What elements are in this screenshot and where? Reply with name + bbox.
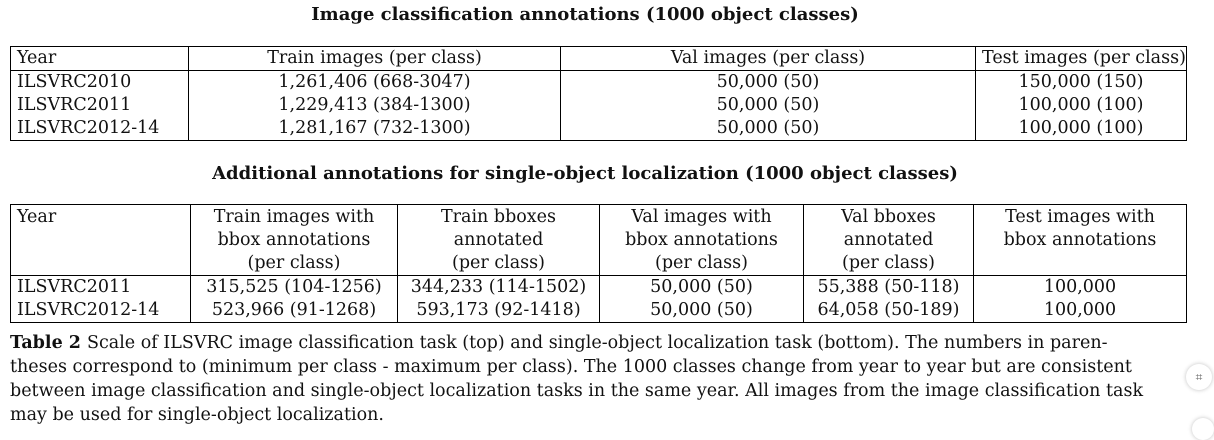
floating-action-button[interactable]	[1192, 418, 1214, 440]
header-line: bbox annotations	[625, 230, 778, 250]
header-line: Year	[17, 207, 57, 227]
header-cell: Test images (per class)	[975, 46, 1187, 71]
table-caption: Table 2 Scale of ILSVRC image classificat…	[10, 331, 1170, 427]
header-line: (per class)	[655, 253, 748, 273]
table-cell: 50,000 (50)	[560, 117, 976, 141]
header-line: Val bboxes	[841, 207, 936, 227]
table-cell: ILSVRC2012-14	[10, 299, 191, 323]
table-cell: 100,000	[973, 275, 1187, 299]
table-header-row: Year Train images with bbox annotations …	[10, 204, 1187, 276]
table-cell: 315,525 (104-1256)	[190, 275, 398, 299]
table-cell: 55,388 (50-118)	[803, 275, 974, 299]
table-cell: ILSVRC2011	[10, 275, 191, 299]
table-row: ILSVRC2012-14 523,966 (91-1268) 593,173 …	[10, 299, 1187, 323]
table-cell: 50,000 (50)	[560, 70, 976, 94]
header-cell: Test images with bbox annotations	[973, 204, 1187, 276]
header-line: Val images with	[631, 207, 772, 227]
table-row: ILSVRC2011 1,229,413 (384-1300) 50,000 (…	[10, 94, 1187, 117]
header-cell: Year	[10, 46, 189, 71]
header-cell: Train images (per class)	[188, 46, 561, 71]
header-line: annotated	[453, 230, 544, 250]
header-line: Test images with	[1005, 207, 1155, 227]
header-cell: Year	[10, 204, 191, 276]
table-cell: 593,173 (92-1418)	[397, 299, 600, 323]
table-cell: 1,281,167 (732-1300)	[188, 117, 561, 141]
table-cell: 100,000 (100)	[975, 94, 1187, 117]
header-line: annotated	[843, 230, 934, 250]
localization-table: Year Train images with bbox annotations …	[10, 204, 1187, 323]
table-cell: 50,000 (50)	[599, 275, 804, 299]
table-cell: 100,000 (100)	[975, 117, 1187, 141]
table-cell: 1,261,406 (668-3047)	[188, 70, 561, 94]
caption-label: Table 2	[10, 333, 81, 353]
table-cell: ILSVRC2012-14	[10, 117, 189, 141]
header-cell: Val images with bbox annotations (per cl…	[599, 204, 804, 276]
table-row: ILSVRC2012-14 1,281,167 (732-1300) 50,00…	[10, 117, 1187, 141]
table2-title: Additional annotations for single-object…	[212, 163, 958, 184]
table-cell: ILSVRC2010	[10, 70, 189, 94]
table-cell: 1,229,413 (384-1300)	[188, 94, 561, 117]
header-cell: Val images (per class)	[560, 46, 976, 71]
header-line: (per class)	[247, 253, 341, 273]
table-cell: 100,000	[973, 299, 1187, 323]
table-cell: 344,233 (114-1502)	[397, 275, 600, 299]
table-cell: 523,966 (91-1268)	[190, 299, 398, 323]
header-cell: Train images with bbox annotations (per …	[190, 204, 398, 276]
header-line: bbox annotations	[217, 230, 371, 250]
table-row: ILSVRC2010 1,261,406 (668-3047) 50,000 (…	[10, 70, 1187, 94]
header-line: (per class)	[842, 253, 935, 273]
caption-text: Scale of ILSVRC image classification tas…	[10, 333, 1144, 425]
header-line: bbox annotations	[1003, 230, 1157, 250]
table-cell: 150,000 (150)	[975, 70, 1187, 94]
table-cell: 50,000 (50)	[560, 94, 976, 117]
header-line: (per class)	[452, 253, 545, 273]
expand-icon[interactable]: ⌗	[1186, 364, 1212, 390]
classification-table: Year Train images (per class) Val images…	[10, 46, 1187, 141]
table-cell: 64,058 (50-189)	[803, 299, 974, 323]
header-line: Train bboxes	[440, 207, 557, 227]
table-row: ILSVRC2011 315,525 (104-1256) 344,233 (1…	[10, 275, 1187, 299]
table-cell: ILSVRC2011	[10, 94, 189, 117]
table1-title: Image classification annotations (1000 o…	[311, 4, 859, 25]
table-cell: 50,000 (50)	[599, 299, 804, 323]
table-header-row: Year Train images (per class) Val images…	[10, 46, 1187, 71]
header-cell: Train bboxes annotated (per class)	[397, 204, 600, 276]
header-cell: Val bboxes annotated (per class)	[803, 204, 974, 276]
header-line: Train images with	[213, 207, 375, 227]
